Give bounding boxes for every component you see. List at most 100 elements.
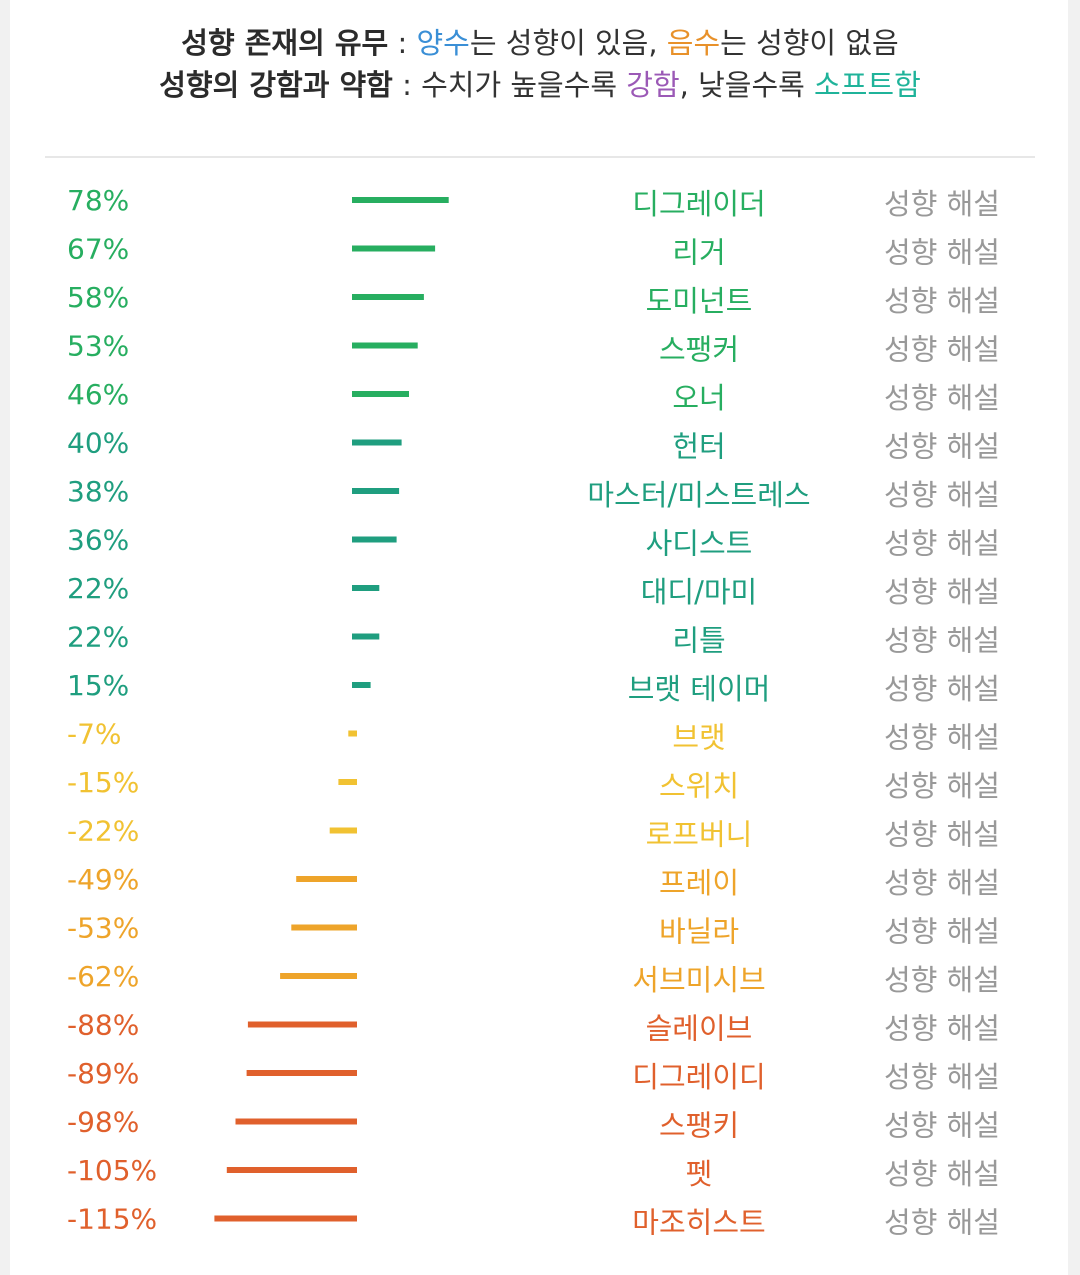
legend-existence-label: 성향 존재의 유무 (181, 26, 389, 60)
bar (280, 973, 357, 979)
legend-soft-word: 소프트함 (814, 68, 921, 102)
trait-explanation-link[interactable]: 성향 해설 (884, 1157, 1000, 1191)
chart-row: -7% 브랫 성향 해설 (67, 718, 1000, 755)
chart-card (10, 0, 1068, 1275)
chart-row: 78% 디그레이더 성향 해설 (67, 184, 1000, 221)
category-label: 마조히스트 (632, 1206, 765, 1240)
chart-row: -49% 프레이 성향 해설 (67, 863, 1000, 900)
category-label: 도미넌트 (646, 284, 753, 318)
category-label: 오너 (672, 381, 725, 415)
category-label: 서브미시브 (632, 963, 765, 997)
chart-row: 36% 사디스트 성향 해설 (67, 524, 1000, 561)
trait-explanation-link[interactable]: 성향 해설 (884, 575, 1000, 609)
chart-row: 38% 마스터/미스트레스 성향 해설 (67, 475, 1000, 512)
trait-explanation-link[interactable]: 성향 해설 (884, 769, 1000, 803)
data-label: 40% (67, 427, 129, 460)
bar (235, 1118, 357, 1125)
bar (296, 876, 357, 882)
data-label: -7% (67, 718, 122, 751)
category-label: 슬레이브 (646, 1012, 753, 1046)
category-label: 스팽커 (659, 333, 739, 367)
bar (352, 439, 402, 446)
bar (352, 391, 409, 397)
trait-explanation-link[interactable]: 성향 해설 (884, 187, 1000, 221)
data-label: 22% (67, 572, 129, 605)
category-label: 스위치 (659, 769, 739, 803)
category-label: 펫 (686, 1157, 713, 1191)
chart-row: -88% 슬레이브 성향 해설 (67, 1009, 1000, 1046)
data-label: -62% (67, 960, 139, 993)
data-label: -22% (67, 815, 139, 848)
bar (352, 682, 371, 688)
trait-explanation-link[interactable]: 성향 해설 (884, 527, 1000, 561)
data-label: 53% (67, 330, 129, 363)
data-label: 38% (67, 475, 129, 508)
data-label: 67% (67, 233, 129, 266)
bar (352, 536, 397, 543)
trait-explanation-link[interactable]: 성향 해설 (884, 478, 1000, 512)
trait-explanation-link[interactable]: 성향 해설 (884, 721, 1000, 755)
bar (247, 1021, 357, 1028)
category-label: 헌터 (672, 430, 725, 464)
chart-row: -53% 바닐라 성향 해설 (67, 912, 1000, 949)
chart-row: -15% 스위치 성향 해설 (67, 766, 1000, 803)
trait-explanation-link[interactable]: 성향 해설 (884, 1012, 1000, 1046)
chart-row: -62% 서브미시브 성향 해설 (67, 960, 1000, 997)
legend-negative-word: 음수 (666, 26, 721, 60)
chart-row: -115% 마조히스트 성향 해설 (67, 1203, 1000, 1240)
data-label: -98% (67, 1106, 139, 1139)
trait-explanation-link[interactable]: 성향 해설 (884, 672, 1000, 706)
trait-explanation-link[interactable]: 성향 해설 (884, 236, 1000, 270)
category-label: 스팽키 (659, 1109, 739, 1143)
category-label: 리틀 (672, 624, 725, 658)
data-label: -88% (67, 1009, 139, 1042)
chart-row: 53% 스팽커 성향 해설 (67, 330, 1000, 367)
bar (329, 827, 357, 834)
category-label: 바닐라 (659, 915, 739, 949)
chart-row: -22% 로프버니 성향 해설 (67, 815, 1000, 852)
chart-row: 22% 대디/마미 성향 해설 (67, 572, 1000, 609)
chart-row: 67% 리거 성향 해설 (67, 233, 1000, 270)
legend: 성향 존재의 유무 : 양수는 성향이 있음, 음수는 성향이 없음 성향의 강… (0, 22, 1080, 106)
legend-strength-text-2: , 낮을수록 (679, 68, 815, 102)
chart-row: -89% 디그레이디 성향 해설 (67, 1057, 1000, 1094)
trait-explanation-link[interactable]: 성향 해설 (884, 1109, 1000, 1143)
divider (45, 156, 1035, 158)
data-label: 15% (67, 669, 129, 702)
trait-explanation-link[interactable]: 성향 해설 (884, 381, 1000, 415)
legend-line-strength: 성향의 강함과 약함 : 수치가 높을수록 강함, 낮을수록 소프트함 (0, 64, 1080, 106)
category-label: 브랫 (672, 721, 725, 755)
bar (352, 197, 449, 203)
trait-explanation-link[interactable]: 성향 해설 (884, 1206, 1000, 1240)
bar (352, 633, 380, 640)
trait-explanation-link[interactable]: 성향 해설 (884, 430, 1000, 464)
legend-negative-text: 는 성향이 없음 (720, 26, 899, 60)
bar (338, 779, 357, 785)
chart-row: 15% 브랫 테이머 성향 해설 (67, 669, 1000, 706)
category-label: 마스터/미스트레스 (587, 478, 810, 512)
data-label: 22% (67, 621, 129, 654)
category-label: 브랫 테이머 (628, 672, 771, 706)
legend-positive-word: 양수 (416, 26, 470, 60)
category-label: 디그레이디 (632, 1060, 765, 1094)
bar (348, 730, 357, 737)
trait-explanation-link[interactable]: 성향 해설 (884, 333, 1000, 367)
bar (352, 585, 380, 591)
trait-explanation-link[interactable]: 성향 해설 (884, 284, 1000, 318)
trait-explanation-link[interactable]: 성향 해설 (884, 963, 1000, 997)
trait-explanation-link[interactable]: 성향 해설 (884, 818, 1000, 852)
trait-explanation-link[interactable]: 성향 해설 (884, 866, 1000, 900)
data-label: 46% (67, 378, 129, 411)
trait-explanation-link[interactable]: 성향 해설 (884, 624, 1000, 658)
legend-strength-text-1: 수치가 높을수록 (421, 68, 627, 102)
data-label: -105% (67, 1154, 157, 1187)
category-label: 프레이 (659, 866, 739, 900)
bar (291, 924, 357, 931)
legend-positive-text: 는 성향이 있음, (469, 26, 667, 60)
legend-separator: : (392, 68, 422, 102)
trait-explanation-link[interactable]: 성향 해설 (884, 1060, 1000, 1094)
data-label: 78% (67, 184, 129, 217)
legend-strength-label: 성향의 강함과 약함 (159, 68, 393, 102)
trait-explanation-link[interactable]: 성향 해설 (884, 915, 1000, 949)
data-label: 58% (67, 281, 129, 314)
